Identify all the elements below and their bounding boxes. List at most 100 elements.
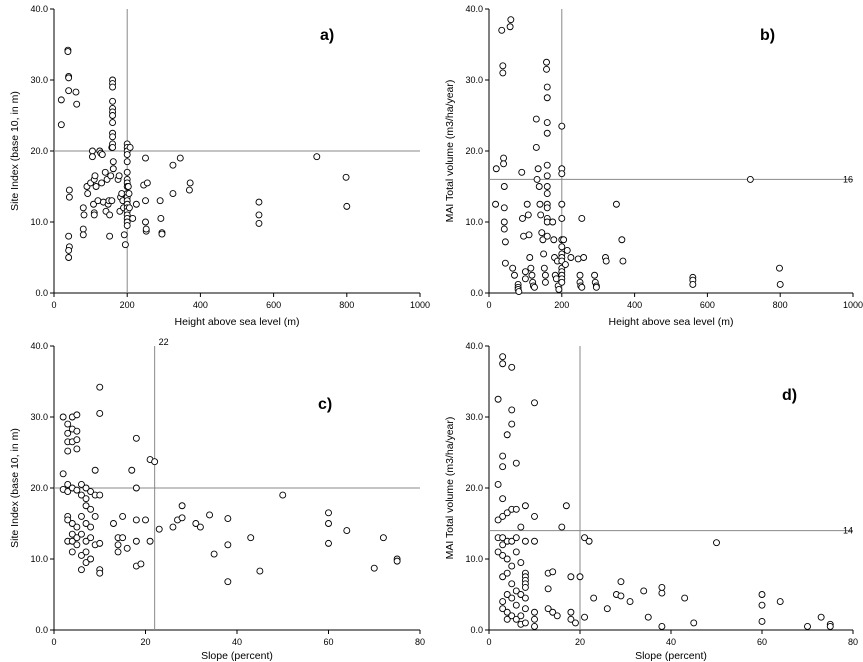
- data-point: [73, 534, 81, 542]
- data-point: [186, 179, 194, 187]
- data-point: [132, 484, 140, 492]
- data-point: [178, 514, 186, 522]
- data-point: [196, 523, 204, 531]
- data-point: [560, 236, 568, 244]
- data-point: [553, 612, 561, 620]
- data-point: [506, 23, 514, 31]
- data-point: [73, 436, 81, 444]
- data-point: [539, 236, 547, 244]
- data-point: [151, 458, 159, 466]
- data-point: [82, 548, 90, 556]
- y-tick-label: 10.0: [30, 554, 48, 564]
- data-point: [503, 509, 511, 517]
- data-point: [65, 74, 73, 82]
- reference-line-horizontal-label: 14: [843, 526, 853, 536]
- data-point: [77, 481, 85, 488]
- data-point: [96, 539, 104, 547]
- data-point: [169, 161, 177, 169]
- data-point: [73, 100, 81, 108]
- data-point: [512, 534, 520, 542]
- data-point: [64, 429, 72, 437]
- data-point: [129, 214, 137, 222]
- data-point: [499, 463, 507, 471]
- data-point: [681, 594, 689, 602]
- data-point: [123, 222, 131, 230]
- data-point: [68, 520, 76, 527]
- data-point: [79, 225, 87, 233]
- chart-panel-b: 0 200 400 600 800 1000 0.0 10.0 20.0 30.0 40.0 16 He…: [444, 4, 863, 328]
- data-point: [91, 172, 99, 180]
- data-point: [91, 512, 99, 520]
- data-point: [64, 420, 72, 428]
- data-point: [499, 360, 507, 368]
- data-point: [109, 165, 117, 173]
- data-point: [110, 520, 117, 527]
- data-point: [84, 190, 92, 198]
- data-point: [393, 557, 401, 565]
- x-axis-label: Height above sea level (m): [609, 316, 734, 328]
- data-point: [562, 502, 570, 510]
- data-point: [96, 383, 104, 391]
- x-tick-label: 20: [140, 637, 150, 647]
- data-point: [325, 509, 332, 517]
- y-tick-label: 30.0: [30, 412, 48, 422]
- data-point: [524, 211, 532, 219]
- data-point: [690, 619, 698, 627]
- data-point: [503, 615, 511, 623]
- data-point: [585, 537, 593, 545]
- x-tick-label: 800: [773, 300, 788, 310]
- y-tick-label: 0.0: [470, 625, 483, 635]
- data-point: [508, 406, 516, 414]
- x-tick-label: 800: [339, 300, 354, 310]
- data-point: [279, 491, 287, 499]
- data-point: [256, 567, 264, 575]
- data-point: [73, 523, 81, 531]
- data-point: [541, 271, 549, 279]
- data-point: [87, 534, 95, 542]
- data-point: [109, 97, 117, 105]
- data-point: [549, 608, 557, 616]
- y-tick-label: 10.0: [30, 217, 48, 227]
- data-point: [531, 512, 538, 520]
- data-point: [521, 537, 529, 545]
- data-point: [540, 250, 548, 258]
- data-point: [499, 573, 507, 581]
- x-tick-label: 80: [848, 637, 858, 647]
- data-point: [143, 179, 151, 187]
- data-point: [178, 502, 186, 510]
- data-point: [132, 200, 140, 208]
- y-axis-label: Site Index (base 10, in m): [9, 91, 21, 211]
- data-point: [619, 257, 627, 265]
- x-tick-label: 0: [51, 300, 56, 310]
- data-point: [640, 587, 648, 595]
- data-point: [626, 598, 634, 606]
- data-point: [109, 112, 117, 119]
- data-point: [558, 243, 566, 251]
- data-point: [123, 544, 131, 552]
- data-point: [544, 605, 552, 613]
- y-axis-label: MAI Total volume (m3/ha/year): [444, 417, 456, 560]
- data-point: [776, 264, 783, 272]
- data-point: [519, 214, 526, 222]
- data-point: [499, 353, 507, 361]
- data-point: [521, 268, 529, 276]
- data-point: [88, 153, 96, 161]
- y-tick-label: 20.0: [30, 146, 48, 156]
- data-point: [531, 399, 538, 407]
- data-point: [558, 170, 566, 178]
- data-point: [169, 190, 177, 198]
- data-point: [543, 119, 551, 127]
- y-tick-label: 20.0: [465, 483, 483, 493]
- data-point: [543, 183, 551, 190]
- data-point: [96, 569, 104, 577]
- data-point: [73, 486, 81, 494]
- data-point: [87, 488, 95, 495]
- data-point: [499, 69, 507, 77]
- data-point: [500, 160, 508, 168]
- data-point: [543, 232, 551, 240]
- data-point: [612, 200, 620, 208]
- x-tick-label: 0: [486, 637, 491, 647]
- data-point: [515, 288, 523, 296]
- x-axis-label: Slope (percent): [635, 650, 707, 662]
